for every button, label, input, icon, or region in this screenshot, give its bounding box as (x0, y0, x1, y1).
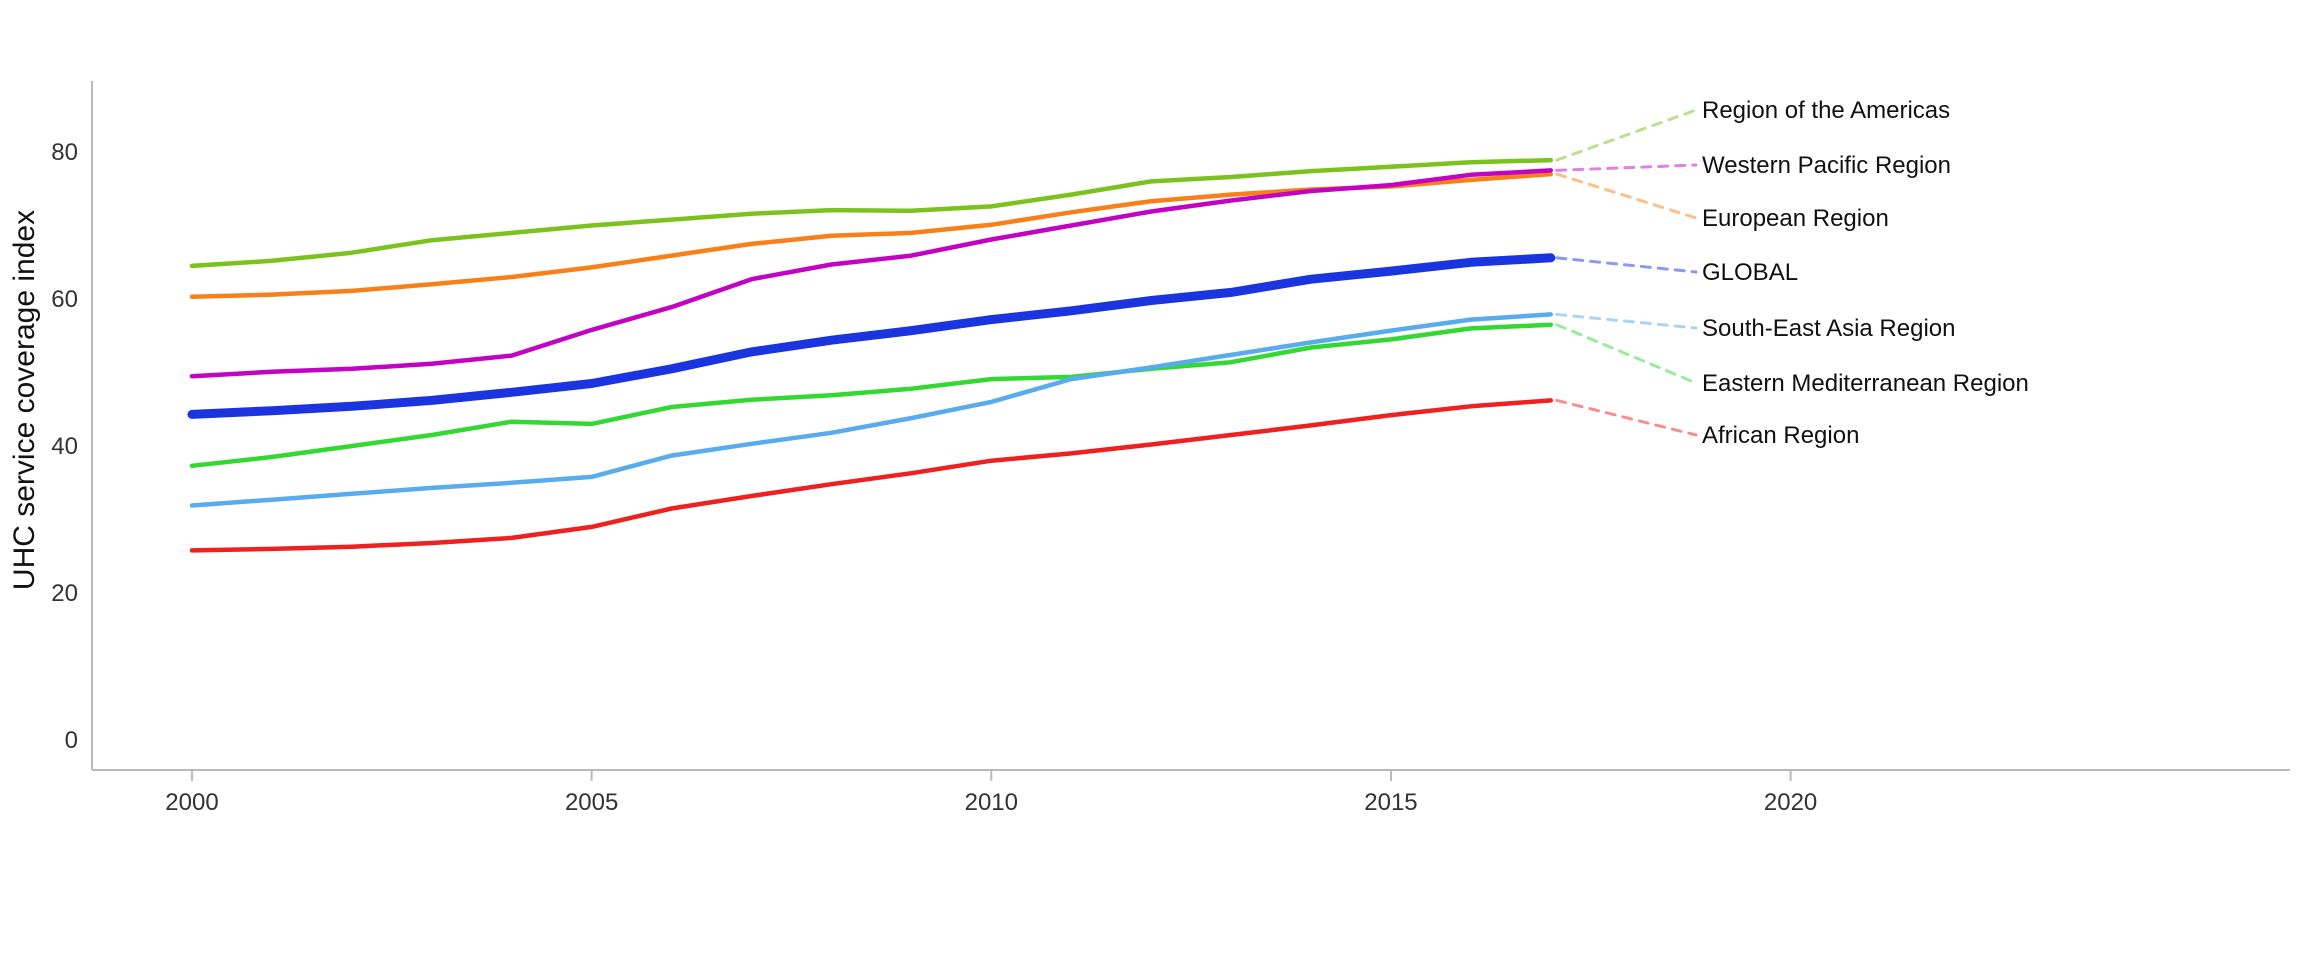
legend-label-americas: Region of the Americas (1702, 97, 1950, 124)
x-tick-label: 2015 (1364, 789, 1417, 816)
leader-line-european-region (1555, 172, 1698, 220)
y-tick-label: 60 (51, 286, 78, 313)
legend-label-african: African Region (1702, 422, 1859, 449)
y-tick-label: 40 (51, 433, 78, 460)
leader-line-western-pacific-region (1555, 163, 1698, 172)
legend-leader-lines (1555, 108, 1698, 437)
y-axis-title: UHC service coverage index (8, 210, 41, 590)
tick-labels: 2000 2005 2010 2015 2020 0 20 40 60 80 (51, 139, 1817, 816)
leader-line-global (1555, 256, 1698, 274)
y-tick-label: 20 (51, 580, 78, 607)
legend-label-western-pacific: Western Pacific Region (1702, 152, 1951, 179)
series-line-eastern-mediterranean-region (189, 322, 1554, 469)
leader-line-south-east-asia-region (1555, 312, 1698, 330)
x-tick-label: 2010 (965, 789, 1018, 816)
y-tick-label: 0 (65, 727, 78, 754)
series-line-global (187, 253, 1556, 419)
series-line-region-of-the-americas (189, 157, 1554, 269)
legend-label-eastern-med: Eastern Mediterranean Region (1702, 370, 2029, 397)
leader-line-eastern-mediterranean-region (1555, 323, 1698, 385)
leader-line-region-of-the-americas (1555, 108, 1698, 162)
y-tick-label: 80 (51, 139, 78, 166)
legend-label-global: GLOBAL (1702, 259, 1798, 286)
legend: Region of the Americas Western Pacific R… (1702, 97, 2029, 449)
legend-label-european: European Region (1702, 205, 1889, 232)
axes (91, 81, 2290, 781)
series-line-african-region (189, 398, 1554, 553)
leader-line-african-region (1555, 398, 1698, 437)
series-line-south-east-asia-region (189, 312, 1554, 508)
series-lines (187, 157, 1556, 553)
x-tick-label: 2020 (1764, 789, 1817, 816)
series-line-western-pacific-region (189, 168, 1554, 379)
x-tick-label: 2000 (165, 789, 218, 816)
legend-label-south-east-asia: South-East Asia Region (1702, 315, 1956, 342)
x-tick-label: 2005 (565, 789, 618, 816)
